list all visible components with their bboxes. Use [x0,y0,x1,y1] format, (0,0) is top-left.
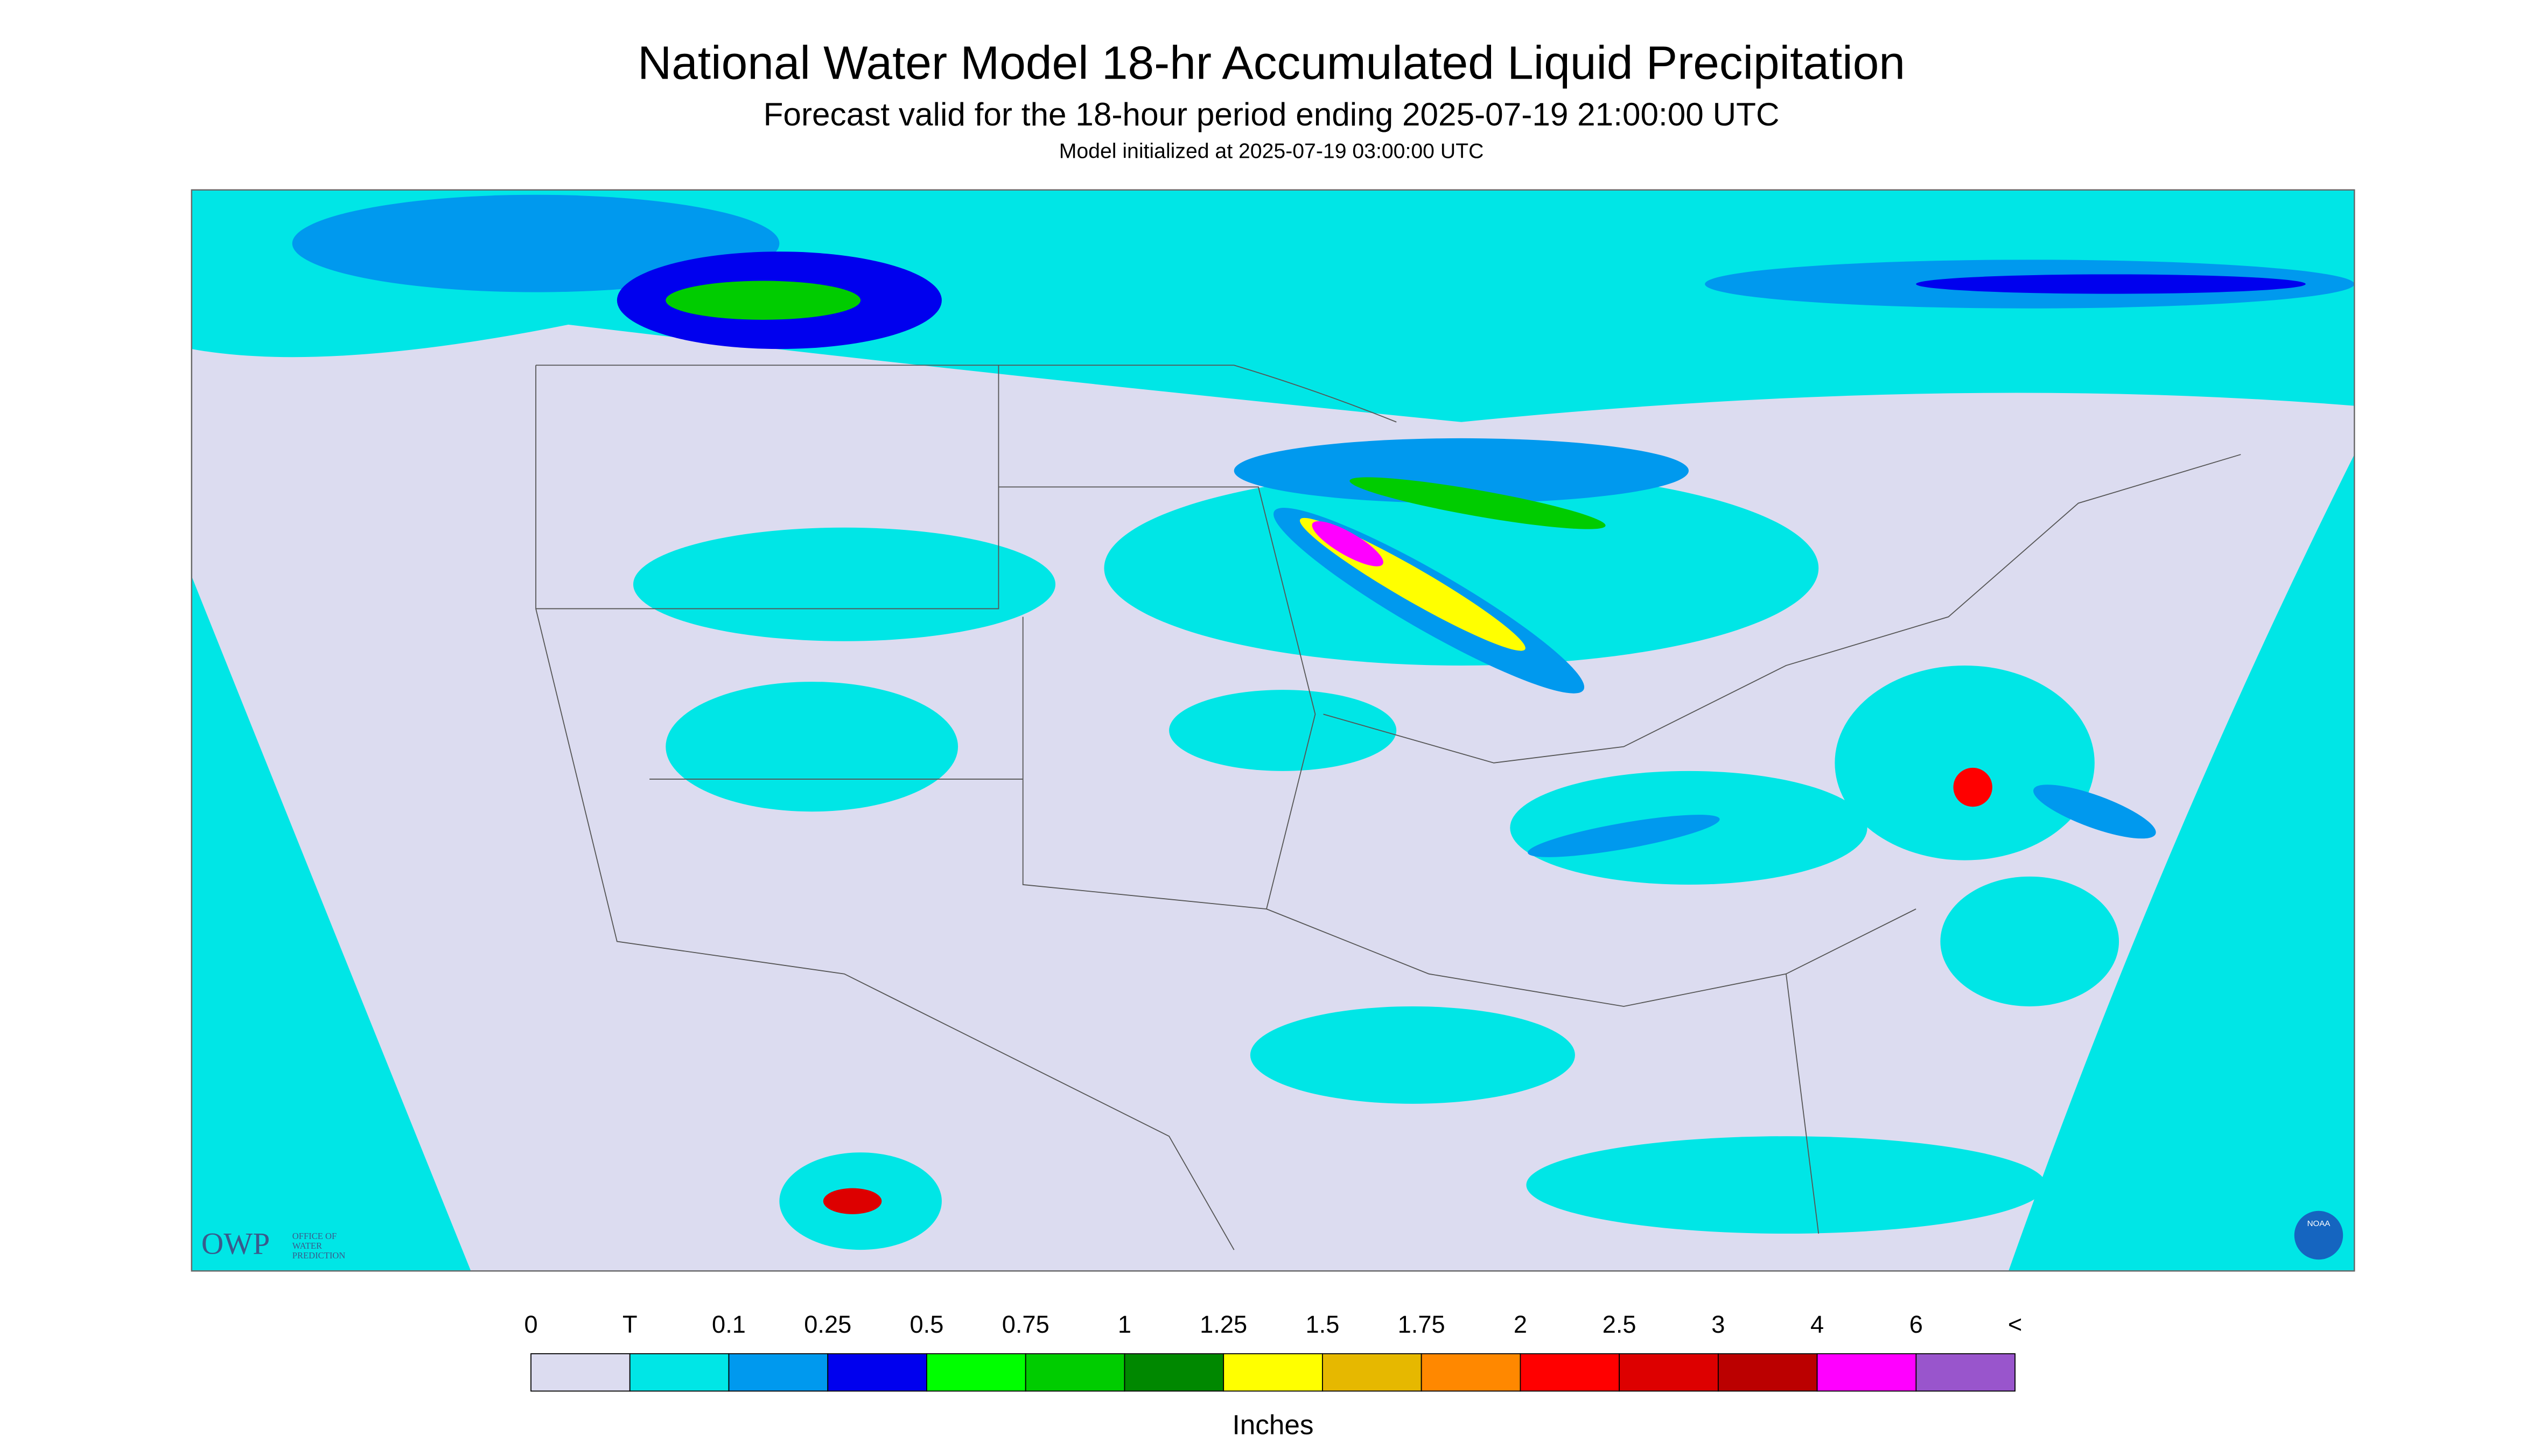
legend-swatch [530,1353,631,1392]
owp-logo: OWP [201,1227,270,1261]
legend-swatch [926,1353,1026,1392]
legend-swatch [1025,1353,1125,1392]
owp-logo-text: WATER [292,1241,323,1251]
legend-swatch [1124,1353,1224,1392]
noaa-logo [2294,1210,2343,1260]
legend-swatch [1717,1353,1818,1392]
legend-label: 0.25 [804,1311,851,1338]
legend: 0 T 0.1 0.25 0.5 0.75 1 1.25 1.5 1.75 2 2.5 3 4 6 < [524,1311,2022,1392]
title: National Water Model 18-hr Accumulated L… [638,37,1905,89]
legend-swatch [1619,1353,1719,1392]
boundaries [535,365,2241,1250]
legend-label: 1.75 [1398,1311,1445,1338]
legend-label: T [622,1311,638,1338]
noaa-logo-text: NOAA [2307,1219,2331,1228]
legend-swatch [629,1353,730,1392]
legend-swatch [1520,1353,1620,1392]
owp-logo-text: OFFICE OF [292,1231,337,1241]
precip-field [191,190,2355,1271]
legend-swatch [1223,1353,1323,1392]
legend-label: 3 [1711,1311,1725,1338]
legend-units: Inches [1233,1409,1314,1440]
legend-label: 0 [524,1311,537,1338]
legend-label: 2.5 [1603,1311,1636,1338]
owp-logo-text: PREDICTION [292,1250,346,1261]
legend-swatch [827,1353,927,1392]
legend-swatch [1421,1353,1521,1392]
subtitle: Forecast valid for the 18-hour period en… [764,96,1780,132]
legend-swatch [728,1353,829,1392]
map: OWP OFFICE OF WATER PREDICTION NOAA [191,189,2355,1272]
legend-label: 1 [1118,1311,1131,1338]
legend-label: 1.5 [1305,1311,1339,1338]
legend-swatch [1322,1353,1422,1392]
legend-label: 2 [1514,1311,1527,1338]
legend-label: 4 [1810,1311,1824,1338]
legend-label: 0.1 [712,1311,746,1338]
legend-label: < [2008,1311,2022,1338]
legend-label: 1.25 [1200,1311,1247,1338]
legend-label: 0.75 [1002,1311,1049,1338]
legend-label: 0.5 [910,1311,944,1338]
legend-swatch [1816,1353,1917,1392]
init-time: Model initialized at 2025-07-19 03:00:00… [1059,140,1484,163]
legend-swatch [1915,1353,2016,1392]
legend-label: 6 [1909,1311,1923,1338]
map-frame [191,189,2355,1272]
